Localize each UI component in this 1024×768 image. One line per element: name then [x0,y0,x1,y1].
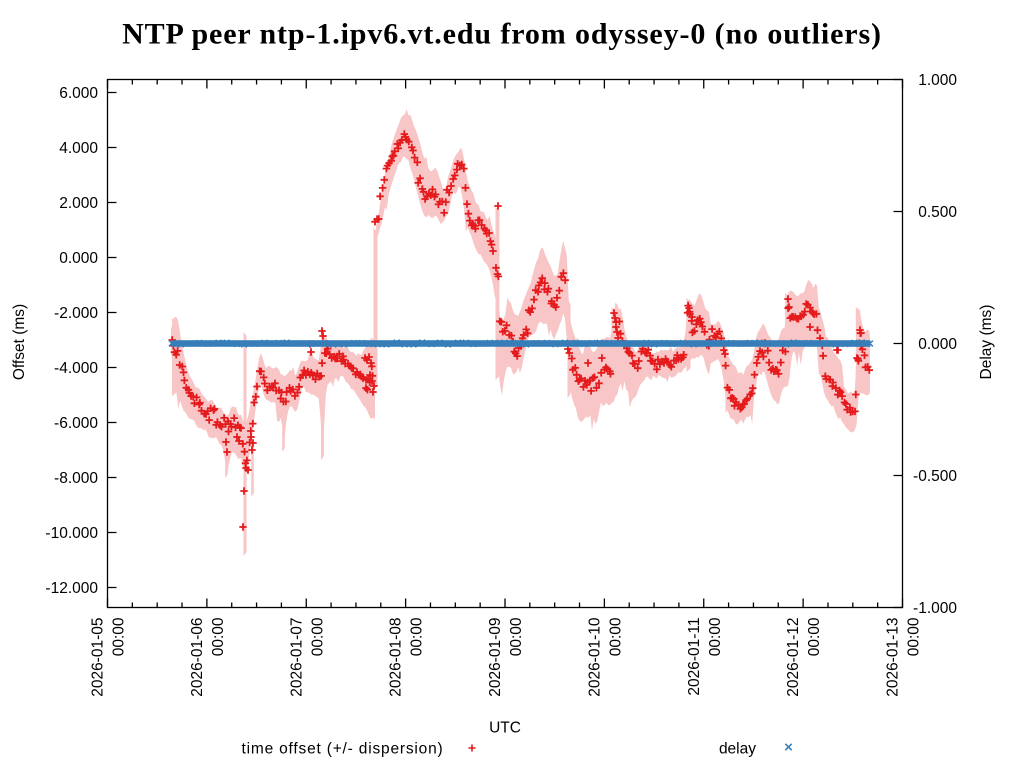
svg-text:2026-01-10: 2026-01-10 [586,617,603,697]
svg-text:00:00: 00:00 [607,617,624,656]
svg-text:0.000: 0.000 [59,250,98,267]
svg-text:2026-01-05: 2026-01-05 [90,618,107,697]
svg-text:00:00: 00:00 [309,617,326,656]
svg-text:2026-01-11: 2026-01-11 [686,618,703,696]
svg-text:2026-01-08: 2026-01-08 [388,618,405,697]
svg-text:UTC: UTC [489,720,521,737]
svg-text:delay: delay [719,741,756,758]
svg-text:Delay (ms): Delay (ms) [978,305,995,380]
svg-text:2026-01-06: 2026-01-06 [189,618,206,697]
svg-text:00:00: 00:00 [806,617,823,656]
svg-text:2026-01-07: 2026-01-07 [288,618,305,697]
svg-text:1.000: 1.000 [918,72,957,89]
svg-text:NTP peer ntp-1.ipv6.vt.edu fro: NTP peer ntp-1.ipv6.vt.edu from odyssey-… [122,18,882,51]
svg-text:4.000: 4.000 [59,140,98,157]
svg-text:6.000: 6.000 [59,85,98,102]
svg-text:-12.000: -12.000 [45,580,98,597]
svg-text:00:00: 00:00 [707,617,724,656]
svg-text:2026-01-09: 2026-01-09 [487,618,504,697]
svg-text:2026-01-12: 2026-01-12 [785,618,802,697]
svg-text:2.000: 2.000 [59,195,98,212]
svg-text:-4.000: -4.000 [54,360,98,377]
svg-text:-0.500: -0.500 [913,468,957,485]
svg-text:-8.000: -8.000 [54,470,98,487]
svg-text:-2.000: -2.000 [54,305,98,322]
svg-text:-6.000: -6.000 [54,415,98,432]
svg-text:2026-01-13: 2026-01-13 [885,618,902,697]
svg-text:0.000: 0.000 [918,336,957,353]
svg-text:00:00: 00:00 [508,617,525,656]
svg-text:00:00: 00:00 [111,617,128,656]
svg-text:0.500: 0.500 [918,204,957,221]
svg-text:-1.000: -1.000 [913,600,957,617]
svg-text:Offset (ms): Offset (ms) [11,304,28,380]
svg-text:time offset (+/- dispersion): time offset (+/- dispersion) [241,741,443,758]
svg-text:00:00: 00:00 [906,617,923,656]
svg-text:-10.000: -10.000 [45,525,98,542]
svg-text:00:00: 00:00 [210,617,227,656]
svg-text:00:00: 00:00 [409,617,426,656]
